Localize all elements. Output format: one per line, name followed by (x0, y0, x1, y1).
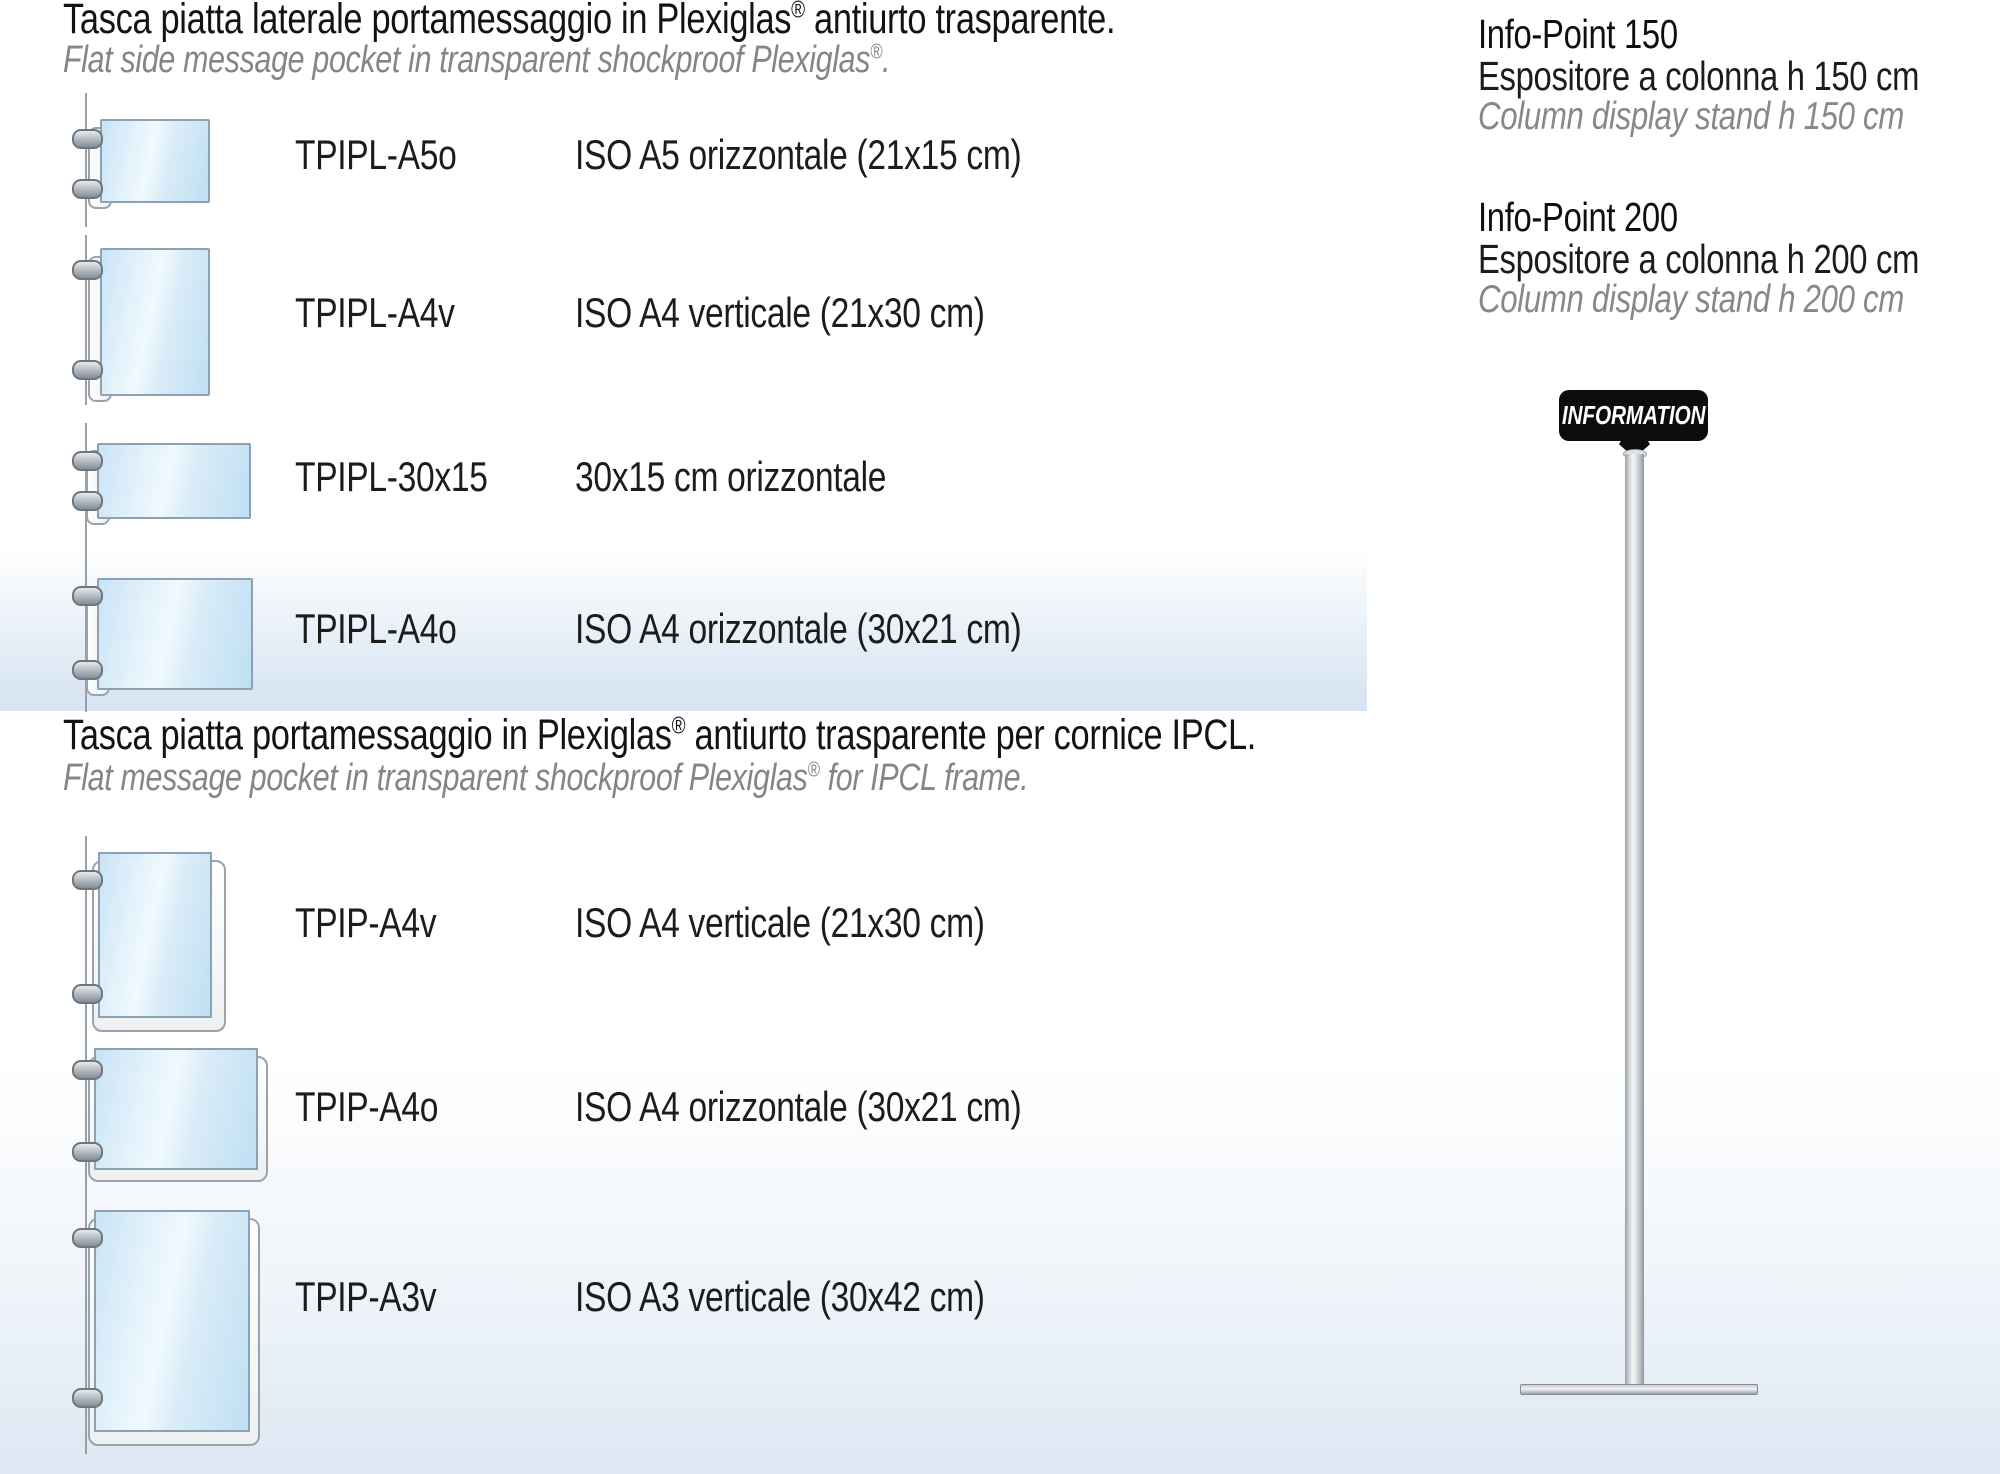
plexiglas-pocket (94, 1210, 250, 1432)
pocket-illustration-tpipl-a4o (72, 560, 280, 712)
infopoint-150-name: Info-Point 150 (1478, 11, 1678, 57)
rail-clip (72, 360, 103, 380)
rail-clip (72, 870, 103, 890)
plexiglas-pocket (100, 248, 210, 396)
page-bottom-gradient (0, 1060, 2000, 1474)
section2-subtitle: Flat message pocket in transparent shock… (63, 756, 1029, 801)
product-code: TPIP-A3v (295, 1273, 437, 1320)
pocket-illustration-tpipl-a4v (72, 235, 280, 405)
pocket-illustration-tpipl-a5o (72, 93, 280, 227)
plexiglas-pocket (100, 119, 210, 203)
product-code: TPIP-A4v (295, 899, 437, 946)
stand-pole (1625, 454, 1644, 1385)
wall-rail (85, 836, 87, 1032)
pocket-illustration-tpip-a4o (72, 1032, 280, 1198)
product-code: TPIPL-30x15 (295, 453, 488, 500)
plexiglas-pocket (97, 578, 253, 690)
rail-clip (72, 1142, 103, 1162)
infopoint-200-desc-en: Column display stand h 200 cm (1478, 278, 1905, 321)
product-description: 30x15 cm orizzontale (575, 453, 887, 500)
pocket-illustration-tpipl-30x15 (72, 423, 280, 563)
stand-base (1520, 1384, 1758, 1395)
wall-rail (85, 93, 87, 227)
information-sign: INFORMATION (1559, 390, 1708, 441)
infopoint-150-desc-en: Column display stand h 150 cm (1478, 95, 1905, 138)
section1-subtitle: Flat side message pocket in transparent … (63, 38, 891, 83)
product-description: ISO A4 orizzontale (30x21 cm) (575, 605, 1022, 652)
rail-clip (72, 1228, 103, 1248)
section2-subtitle-tail: for IPCL frame. (819, 757, 1029, 799)
product-code: TPIPL-A5o (295, 131, 457, 178)
rail-clip (72, 491, 103, 511)
infopoint-150-desc-it: Espositore a colonna h 150 cm (1478, 53, 1920, 99)
product-description: ISO A5 orizzontale (21x15 cm) (575, 131, 1022, 178)
section1-subtitle-tail: . (882, 39, 891, 81)
product-code: TPIP-A4o (295, 1083, 439, 1130)
section1-title-text: Tasca piatta laterale portamessaggio in … (63, 0, 792, 43)
section1-subtitle-text: Flat side message pocket in transparent … (63, 39, 871, 81)
wall-rail (85, 1192, 87, 1454)
section2-title-tail: antiurto trasparente per cornice IPCL. (685, 711, 1257, 759)
product-description: ISO A3 verticale (30x42 cm) (575, 1273, 985, 1320)
section1-title: Tasca piatta laterale portamessaggio in … (63, 0, 1115, 45)
plexiglas-pocket (97, 443, 251, 519)
wall-rail (85, 1032, 87, 1198)
rail-clip (72, 586, 103, 606)
product-description: ISO A4 verticale (21x30 cm) (575, 899, 985, 946)
pocket-illustration-tpip-a4v (72, 836, 280, 1032)
registered-mark: ® (671, 713, 686, 740)
rail-clip (72, 451, 103, 471)
information-sign-label: INFORMATION (1561, 400, 1706, 430)
rail-clip (72, 260, 103, 280)
infopoint-200-desc-it: Espositore a colonna h 200 cm (1478, 236, 1920, 282)
rail-clip (72, 1388, 103, 1408)
registered-mark: ® (807, 758, 820, 782)
plexiglas-pocket (94, 1048, 258, 1170)
registered-mark: ® (870, 40, 883, 64)
product-code: TPIPL-A4o (295, 605, 457, 652)
wall-rail (85, 235, 87, 405)
section2-subtitle-text: Flat message pocket in transparent shock… (63, 757, 808, 799)
rail-clip (72, 660, 103, 680)
section2-title-text: Tasca piatta portamessaggio in Plexiglas (63, 711, 672, 759)
pocket-illustration-tpip-a3v (72, 1192, 280, 1454)
section1-title-tail: antiurto trasparente. (804, 0, 1116, 43)
product-code: TPIPL-A4v (295, 289, 455, 336)
plexiglas-pocket (98, 852, 212, 1018)
product-description: ISO A4 orizzontale (30x21 cm) (575, 1083, 1022, 1130)
rail-clip (72, 179, 103, 199)
infopoint-200-name: Info-Point 200 (1478, 194, 1678, 240)
registered-mark: ® (791, 0, 805, 24)
rail-clip (72, 984, 103, 1004)
rail-clip (72, 129, 103, 149)
product-description: ISO A4 verticale (21x30 cm) (575, 289, 985, 336)
rail-clip (72, 1060, 103, 1080)
section2-title: Tasca piatta portamessaggio in Plexiglas… (63, 710, 1256, 761)
